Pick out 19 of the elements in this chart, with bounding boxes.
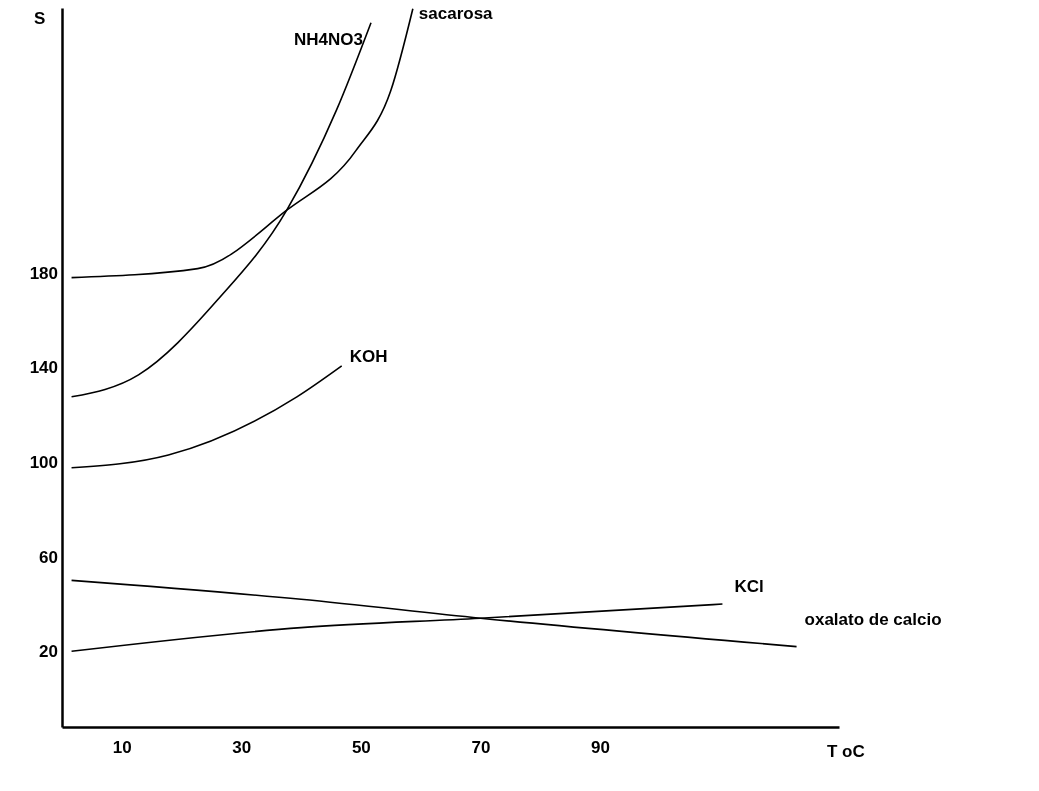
y-tick-label: 140: [29, 358, 58, 378]
line-series: [70, 579, 798, 648]
x-axis-title: T oC: [827, 742, 865, 761]
y-axis-title: S: [34, 9, 46, 28]
y-tick-label: 100: [29, 453, 58, 473]
x-tick-label: 10: [112, 738, 132, 758]
line-series: [70, 365, 343, 469]
x-tick-label: 30: [232, 738, 252, 758]
x-tick-label: 50: [351, 738, 371, 758]
y-tick-label: 60: [39, 547, 58, 567]
x-tick-label: 90: [590, 738, 610, 758]
y-tick-label: 180: [29, 263, 58, 283]
series-label: sacarosa: [418, 3, 494, 23]
x-tick-label: 70: [471, 738, 491, 758]
series-label: KCl: [734, 577, 764, 597]
y-tick-label: 20: [39, 642, 58, 662]
series-label: oxalato de calcio: [804, 609, 942, 629]
series-label: KOH: [349, 346, 388, 366]
series-label: NH4NO3: [294, 29, 364, 49]
